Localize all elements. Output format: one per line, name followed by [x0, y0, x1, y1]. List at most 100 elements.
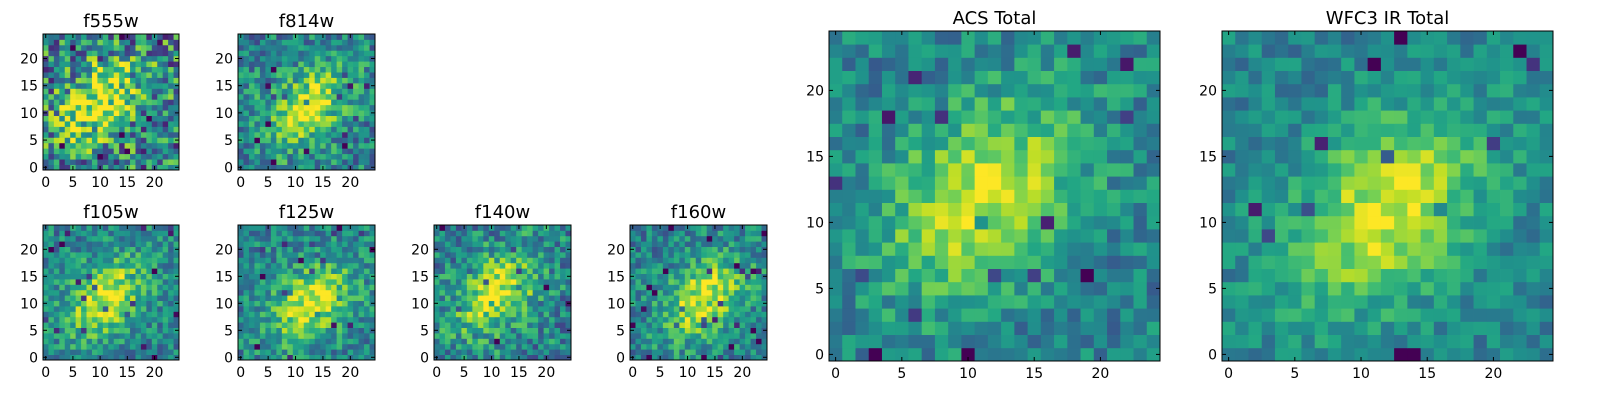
heatmap-cell: [948, 202, 962, 217]
heatmap-cell: [342, 55, 348, 62]
heatmap-cell: [108, 279, 115, 285]
heatmap-cell: [53, 241, 60, 247]
heatmap-cell: [527, 300, 534, 307]
heatmap-cell: [81, 66, 87, 73]
heatmap-cell: [75, 93, 82, 100]
heatmap-cell: [1001, 149, 1015, 164]
heatmap-cell: [124, 349, 131, 355]
heatmap-cell: [450, 241, 457, 247]
heatmap-cell: [298, 349, 305, 355]
heatmap-cell: [113, 338, 120, 345]
heatmap-cell: [1146, 255, 1161, 269]
heatmap-cell: [331, 126, 338, 133]
heatmap-cell: [734, 295, 740, 301]
heatmap-cell: [70, 333, 77, 339]
heatmap-cell: [276, 164, 283, 171]
heatmap-cell: [325, 110, 332, 116]
heatmap-cell: [679, 284, 686, 291]
heatmap-cell: [81, 126, 87, 133]
heatmap-cell: [538, 252, 544, 258]
heatmap-cell: [124, 252, 131, 258]
heatmap-cell: [829, 242, 843, 256]
heatmap-cell: [151, 327, 158, 334]
heatmap-cell: [369, 316, 376, 323]
heatmap-cell: [668, 338, 675, 345]
heatmap-cell: [303, 257, 310, 264]
heatmap-cell: [494, 322, 501, 328]
heatmap-cell: [1327, 321, 1342, 335]
heatmap-cell: [336, 99, 343, 106]
y-tick-label: 5: [224, 323, 233, 339]
heatmap-cell: [48, 230, 55, 237]
heatmap-cell: [140, 295, 147, 301]
heatmap-cell: [75, 252, 82, 258]
heatmap-cell: [75, 316, 82, 323]
heatmap-cell: [635, 279, 642, 285]
heatmap-cell: [439, 230, 446, 237]
heatmap-cell: [259, 61, 266, 68]
heatmap-cell: [974, 295, 989, 309]
heatmap-cell: [86, 322, 93, 328]
heatmap-cell: [353, 311, 359, 318]
heatmap-cell: [510, 343, 517, 350]
heatmap-cell: [243, 159, 250, 165]
heatmap-cell: [97, 338, 104, 345]
heatmap-cell: [1054, 163, 1068, 177]
heatmap-cell: [1301, 281, 1316, 296]
heatmap-cell: [657, 306, 664, 312]
heatmap-cell: [651, 316, 658, 323]
heatmap-cell: [1341, 347, 1355, 362]
heatmap-cell: [549, 322, 555, 328]
heatmap-cell: [472, 322, 479, 328]
heatmap-cell: [483, 316, 490, 323]
heatmap-cell: [472, 252, 479, 258]
heatmap-cell: [146, 306, 153, 312]
heatmap-cell: [108, 121, 115, 127]
heatmap-cell: [331, 333, 338, 339]
heatmap-cell: [651, 284, 658, 291]
heatmap-cell: [320, 235, 327, 242]
heatmap-cell: [1133, 334, 1148, 349]
heatmap-cell: [347, 257, 354, 264]
heatmap-cell: [43, 257, 49, 264]
heatmap-cell: [64, 322, 71, 328]
heatmap-cell: [921, 57, 936, 71]
heatmap-cell: [331, 34, 338, 40]
heatmap-cell: [934, 44, 949, 58]
heatmap-cell: [331, 137, 338, 144]
heatmap-cell: [1407, 308, 1421, 322]
heatmap-cell: [560, 268, 566, 274]
heatmap-cell: [168, 72, 174, 78]
heatmap-cell: [140, 241, 147, 247]
heatmap-cell: [259, 354, 266, 361]
heatmap-cell: [97, 246, 104, 253]
heatmap-cell: [1380, 189, 1395, 203]
heatmap-cell: [81, 284, 87, 291]
heatmap-cell: [1107, 347, 1121, 362]
heatmap-cell: [43, 252, 49, 258]
heatmap-cell: [243, 306, 250, 312]
heatmap-cell: [494, 349, 501, 355]
heatmap-cell: [276, 327, 283, 334]
heatmap-cell: [320, 121, 327, 127]
heatmap-cell: [238, 121, 244, 127]
heatmap-cell: [1473, 321, 1488, 335]
heatmap-cell: [59, 333, 66, 339]
y-tick-label: 10: [20, 296, 38, 312]
heatmap-cell: [108, 72, 115, 78]
heatmap-cell: [320, 349, 327, 355]
heatmap-cell: [270, 262, 277, 269]
heatmap-cell: [483, 235, 490, 242]
heatmap-cell: [364, 235, 370, 242]
heatmap-cell: [1222, 229, 1236, 243]
heatmap-cell: [108, 338, 115, 345]
heatmap-cell: [934, 202, 949, 217]
heatmap-cell: [369, 131, 376, 138]
heatmap-cell: [168, 77, 174, 84]
heatmap-cell: [325, 295, 332, 301]
heatmap-cell: [1235, 321, 1249, 335]
heatmap-cell: [238, 349, 244, 355]
heatmap-cell: [1367, 308, 1382, 322]
heatmap-cell: [276, 131, 283, 138]
heatmap-cell: [320, 142, 327, 149]
